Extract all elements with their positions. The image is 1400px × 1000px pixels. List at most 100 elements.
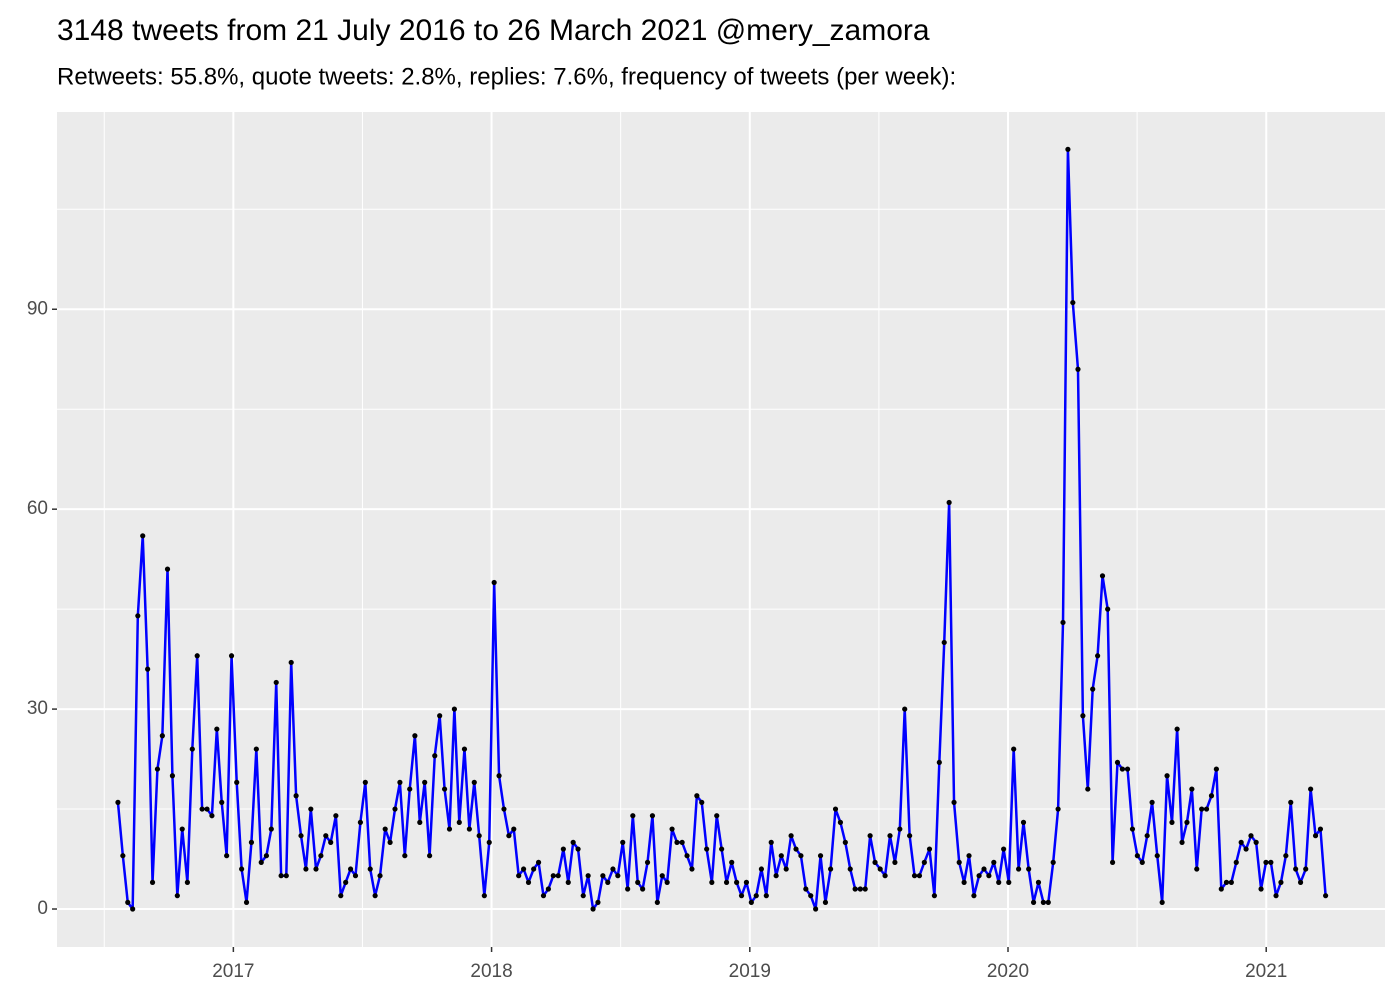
data-point [1312, 833, 1319, 839]
data-point [140, 533, 146, 539]
data-point [130, 906, 136, 912]
data-point [1194, 866, 1200, 872]
data-point [817, 853, 824, 859]
x-tick-label: 2021 [1245, 961, 1287, 982]
data-point [555, 873, 561, 879]
data-point [432, 753, 438, 759]
data-point [1060, 619, 1066, 626]
data-point [125, 899, 131, 905]
data-point [263, 853, 270, 859]
data-point [1154, 853, 1160, 859]
data-point [258, 859, 264, 865]
data-point [1223, 879, 1230, 885]
data-point [605, 879, 611, 885]
data-point [976, 873, 982, 879]
data-point [387, 839, 393, 845]
data-point [343, 879, 349, 885]
data-point [565, 879, 571, 885]
data-point [991, 859, 997, 865]
data-point [441, 786, 448, 792]
data-point [293, 793, 299, 799]
data-point [422, 779, 428, 785]
data-point [1085, 786, 1091, 792]
data-point [951, 799, 957, 805]
data-point [961, 879, 967, 885]
data-point [659, 873, 665, 879]
data-point [273, 679, 279, 686]
data-point [852, 886, 858, 892]
data-point [1218, 886, 1224, 892]
data-point [842, 839, 848, 845]
data-point [941, 639, 947, 646]
data-point [1169, 819, 1175, 825]
data-point [189, 746, 195, 752]
data-point [486, 839, 492, 845]
x-tick-label: 2018 [470, 961, 512, 982]
data-point [392, 806, 398, 812]
data-point [798, 853, 804, 859]
data-point [847, 866, 853, 872]
data-point [248, 839, 255, 845]
data-point [986, 873, 992, 879]
data-point [892, 859, 898, 865]
data-point [857, 886, 863, 892]
data-point [793, 846, 799, 852]
data-point [169, 773, 176, 779]
data-point [1308, 786, 1314, 792]
data-point [219, 799, 225, 805]
data-point [1015, 866, 1022, 872]
data-point [417, 819, 423, 825]
data-point [437, 713, 443, 719]
data-point [644, 859, 651, 865]
data-point [1248, 833, 1254, 839]
data-point [684, 853, 690, 859]
data-point [362, 779, 368, 785]
data-point [1288, 799, 1294, 805]
data-point [956, 859, 962, 865]
data-point [1109, 859, 1116, 865]
data-point [179, 826, 185, 832]
data-point [204, 806, 210, 812]
data-point [402, 853, 408, 859]
data-point [936, 759, 942, 766]
chart-title: 3148 tweets from 21 July 2016 to 26 Marc… [57, 14, 930, 47]
data-point [1050, 859, 1056, 865]
data-point [748, 899, 754, 905]
data-point [1263, 859, 1269, 865]
data-point [758, 866, 765, 872]
data-point [1006, 879, 1012, 885]
data-point [407, 786, 413, 792]
data-point [1099, 573, 1106, 579]
data-point [1174, 726, 1180, 732]
data-point [224, 853, 230, 859]
data-point [239, 866, 245, 872]
data-point [768, 839, 774, 845]
data-point [333, 813, 339, 819]
data-point [669, 826, 675, 832]
data-point [630, 813, 636, 819]
data-point [615, 873, 621, 879]
data-point [907, 833, 913, 839]
data-point [783, 866, 789, 872]
data-point [1243, 846, 1249, 852]
data-point [966, 853, 972, 859]
data-point [1030, 899, 1037, 905]
data-point [367, 866, 373, 872]
y-tick-label: 90 [27, 298, 48, 319]
data-point [709, 879, 715, 885]
data-point [1253, 839, 1259, 845]
data-point [689, 866, 695, 872]
data-point [1070, 299, 1076, 306]
data-point [283, 873, 289, 879]
data-point [897, 826, 903, 832]
data-point [575, 846, 581, 852]
data-point [640, 886, 646, 892]
data-point [610, 866, 616, 872]
data-point [1035, 879, 1042, 885]
data-point [1297, 879, 1304, 885]
data-point [298, 833, 304, 839]
data-point [372, 893, 378, 899]
x-tick-label: 2019 [729, 961, 771, 982]
data-point [738, 893, 745, 899]
data-point [427, 853, 433, 859]
